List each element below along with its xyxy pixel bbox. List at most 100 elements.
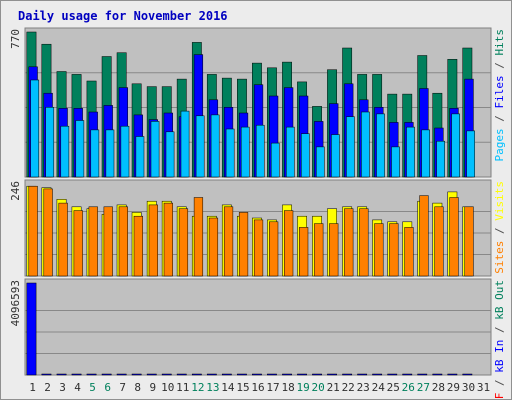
bar-pages-day-10 — [165, 131, 175, 178]
bar-pages-day-18 — [286, 126, 295, 178]
bar-kb-f-day-17 — [267, 373, 277, 376]
x-tick-label: 28 — [432, 381, 445, 394]
bar-sites-day-15 — [238, 212, 249, 277]
bar-pages-day-25 — [391, 146, 400, 178]
legend-label: Sites — [493, 241, 506, 274]
bar-sites-day-6 — [103, 206, 113, 277]
bar-pages-day-15 — [240, 126, 250, 178]
bar-sites-day-5 — [88, 206, 98, 277]
bar-pages-day-3 — [60, 125, 70, 178]
bar-kb-f-day-1 — [26, 282, 37, 376]
bar-kb-f-day-28 — [432, 373, 443, 376]
x-tick-label: 26 — [402, 381, 415, 394]
bar-kb-f-day-29 — [447, 373, 458, 376]
bar-kb-f-day-18 — [282, 373, 292, 376]
x-tick-label: 2 — [44, 381, 51, 394]
x-tick-label: 20 — [311, 381, 324, 394]
x-tick-label: 19 — [296, 381, 309, 394]
panel-background — [24, 278, 492, 376]
legend-label: / — [493, 373, 506, 393]
chart-title: Daily usage for November 2016 — [18, 9, 228, 23]
bar-pages-day-2 — [45, 107, 55, 178]
bar-kb-f-day-14 — [221, 373, 232, 376]
legend-label: Hits — [493, 29, 506, 56]
bar-sites-day-7 — [118, 206, 128, 277]
bar-sites-day-23 — [359, 208, 369, 277]
y-max-label: 246 — [9, 181, 22, 201]
bar-pages-day-30 — [466, 130, 475, 178]
bar-kb-f-day-13 — [206, 373, 217, 376]
bar-kb-f-day-23 — [357, 373, 368, 376]
bar-pages-day-24 — [376, 113, 385, 178]
x-tick-label: 25 — [387, 381, 400, 394]
y-max-label: 4096593 — [9, 280, 22, 326]
x-tick-label: 8 — [134, 381, 141, 394]
bar-pages-day-21 — [331, 134, 340, 178]
bar-kb-f-day-4 — [71, 373, 82, 376]
x-tick-label: 23 — [357, 381, 370, 394]
legend-label: / — [493, 56, 506, 76]
bar-kb-f-day-24 — [372, 373, 383, 376]
legend-label: kB F — [493, 393, 506, 400]
x-tick-label: 11 — [176, 381, 189, 394]
bar-pages-day-28 — [436, 140, 445, 178]
x-tick-label: 13 — [206, 381, 219, 394]
legend-label: Files — [493, 75, 506, 108]
x-tick-label: 5 — [89, 381, 96, 394]
bar-sites-day-11 — [178, 208, 189, 277]
y-max-label: 770 — [9, 29, 22, 49]
bar-kb-f-day-8 — [131, 373, 142, 376]
x-tick-label: 29 — [447, 381, 460, 394]
bar-sites-day-12 — [193, 197, 204, 277]
bar-kb-f-day-10 — [161, 373, 172, 376]
bar-kb-f-day-9 — [146, 373, 157, 376]
panel-hits: 770 Pages / Files / Hits — [9, 27, 506, 178]
bar-pages-day-29 — [451, 113, 460, 178]
bar-pages-day-23 — [361, 111, 370, 178]
bar-sites-day-30 — [464, 206, 474, 277]
bar-sites-day-3 — [58, 202, 68, 277]
x-tick-label: 6 — [104, 381, 111, 394]
x-tick-label: 10 — [161, 381, 174, 394]
bar-pages-day-7 — [120, 125, 130, 178]
bar-sites-day-25 — [389, 223, 399, 277]
bar-sites-day-19 — [299, 227, 309, 277]
x-tick-label: 24 — [372, 381, 386, 394]
legend-label: / — [493, 109, 506, 129]
bar-kb-f-day-22 — [342, 373, 353, 376]
bar-sites-day-2 — [43, 188, 53, 277]
x-tick-label: 3 — [59, 381, 66, 394]
x-tick-label: 27 — [417, 381, 430, 394]
bar-sites-day-24 — [374, 223, 384, 277]
bar-sites-day-22 — [344, 208, 354, 277]
legend-labels: Sites / Visits — [493, 181, 506, 274]
bar-sites-day-9 — [148, 204, 158, 277]
bar-kb-f-day-12 — [191, 373, 202, 376]
bar-sites-day-1 — [28, 185, 38, 277]
bar-pages-day-6 — [105, 129, 115, 178]
bar-pages-day-13 — [210, 114, 220, 178]
bar-sites-day-18 — [284, 210, 294, 277]
bar-pages-day-11 — [180, 110, 190, 178]
bar-pages-day-20 — [316, 146, 325, 178]
bar-pages-day-5 — [90, 129, 100, 178]
bar-kb-f-day-11 — [176, 373, 187, 376]
panel-visits: 246 Sites / Visits — [9, 179, 506, 277]
bar-kb-f-day-2 — [41, 373, 52, 376]
legend-label: / — [493, 221, 506, 241]
bar-kb-f-day-3 — [56, 373, 67, 376]
bar-kb-f-day-25 — [387, 373, 398, 376]
legend-labels: Pages / Files / Hits — [493, 29, 506, 162]
bar-kb-f-day-5 — [86, 373, 97, 376]
x-tick-label: 16 — [251, 381, 264, 394]
bar-pages-day-22 — [346, 116, 355, 178]
bar-sites-day-21 — [329, 223, 339, 277]
x-tick-label: 15 — [236, 381, 249, 394]
legend-label: Pages — [493, 128, 506, 161]
x-tick-label: 21 — [327, 381, 340, 394]
x-tick-label: 22 — [342, 381, 355, 394]
bar-pages-day-1 — [30, 79, 40, 178]
bar-sites-day-16 — [253, 219, 264, 277]
bar-pages-day-26 — [406, 126, 415, 178]
